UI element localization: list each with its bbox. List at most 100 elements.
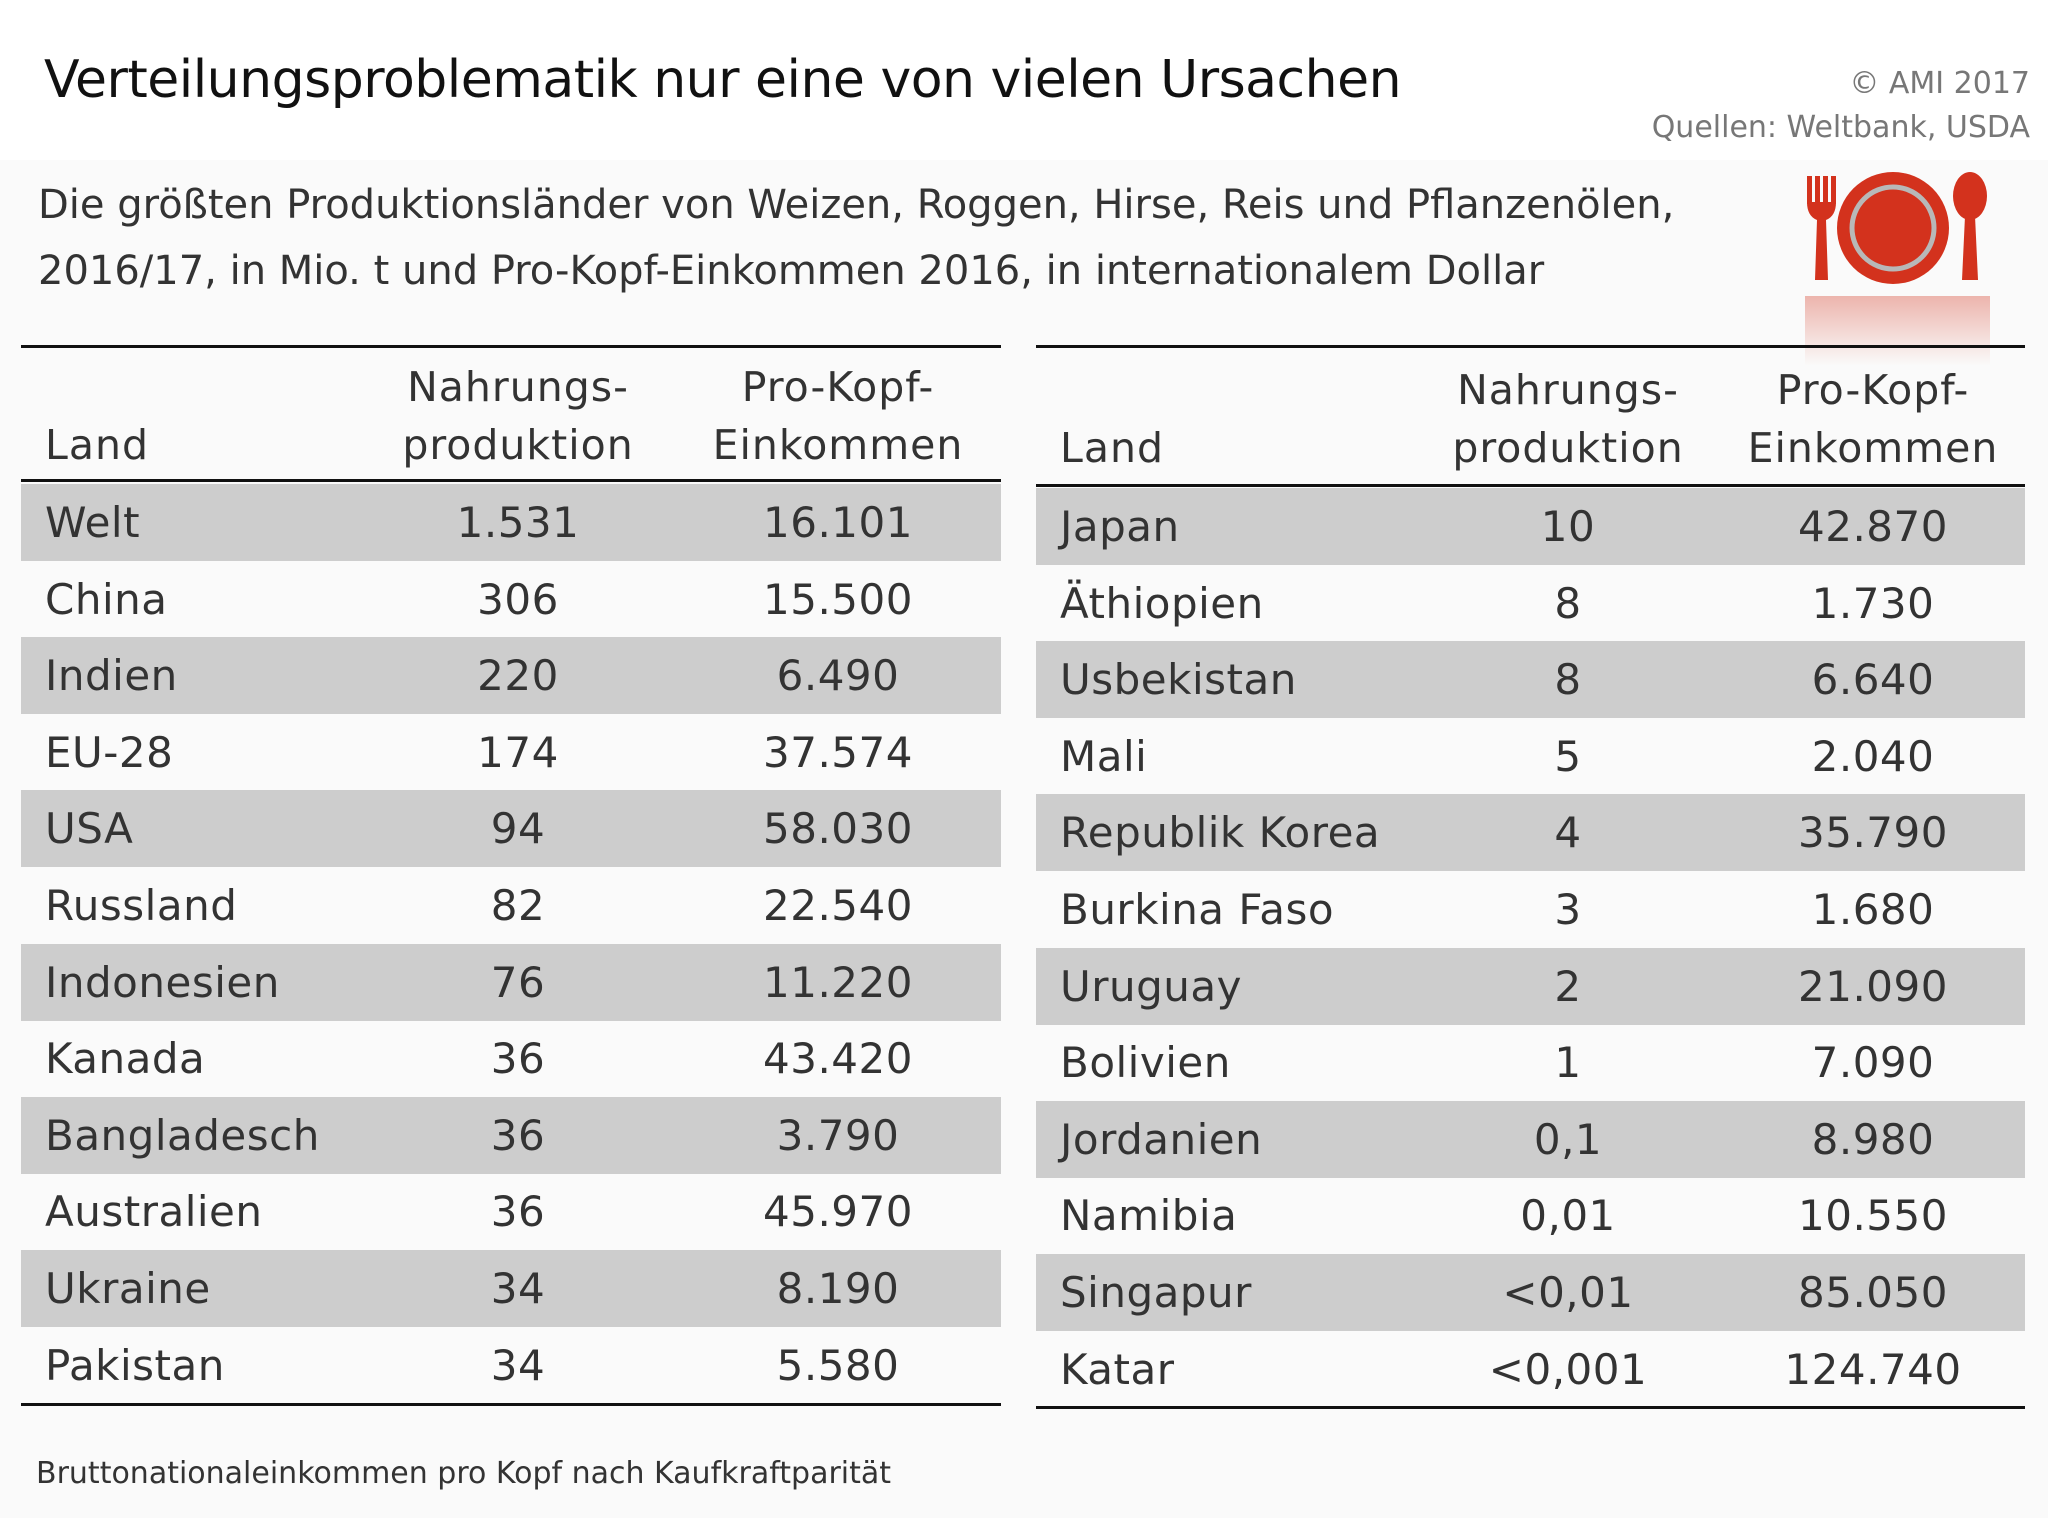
header-rule <box>1036 484 2025 487</box>
table-row: Bolivien 1 7.090 <box>1036 1024 2025 1101</box>
country-cell: Mali <box>1060 731 1148 781</box>
table-row: USA 94 58.030 <box>21 790 1001 868</box>
header-production-line-1: Nahrungs- <box>407 363 629 411</box>
country-cell: Bangladesch <box>45 1110 320 1160</box>
production-cell: 1.531 <box>456 498 580 547</box>
income-cell: 45.970 <box>763 1187 913 1237</box>
production-cell: 36 <box>490 1187 546 1237</box>
header-land: Land <box>45 421 149 469</box>
income-cell: 22.540 <box>763 881 913 930</box>
sources: Quellen: Weltbank, USDA <box>1651 110 2030 145</box>
country-cell: Indien <box>45 651 178 701</box>
table-row: Kanada 36 43.420 <box>21 1020 1001 1097</box>
production-cell: 174 <box>477 727 559 777</box>
production-cell: 34 <box>490 1340 546 1390</box>
production-cell: 0,01 <box>1520 1191 1616 1241</box>
income-cell: 8.980 <box>1811 1114 1935 1164</box>
income-cell: 3.790 <box>776 1110 900 1160</box>
income-cell: 15.500 <box>763 574 913 624</box>
production-cell: 4 <box>1554 808 1582 858</box>
table-row: Australien 36 45.970 <box>21 1173 1001 1250</box>
page-title: Verteilungsproblematik nur eine von viel… <box>44 50 1402 110</box>
header-production-line-2: produktion <box>402 421 634 469</box>
country-cell: Republik Korea <box>1060 808 1381 858</box>
country-cell: Usbekistan <box>1060 655 1297 705</box>
table-row: Mali 5 2.040 <box>1036 718 2025 795</box>
table-row: Singapur <0,01 85.050 <box>1036 1254 2025 1331</box>
table-row: Burkina Faso 3 1.680 <box>1036 871 2025 948</box>
income-cell: 11.220 <box>763 957 913 1007</box>
production-cell: 3 <box>1554 885 1582 934</box>
table-top-rule <box>21 345 1001 348</box>
production-cell: 1 <box>1554 1038 1582 1088</box>
header-income-line-1: Pro-Kopf- <box>1776 366 1970 414</box>
table-row: Katar <0,001 124.740 <box>1036 1331 2025 1408</box>
income-cell: 124.740 <box>1784 1344 1962 1394</box>
production-cell: 306 <box>477 574 559 624</box>
country-cell: Uruguay <box>1060 961 1242 1011</box>
subtitle: Die größten Produktionsländer von Weizen… <box>38 172 1674 304</box>
subtitle-line-1: Die größten Produktionsländer von Weizen… <box>38 182 1675 228</box>
production-cell: <0,01 <box>1502 1268 1634 1317</box>
country-cell: Ukraine <box>45 1264 211 1313</box>
country-cell: USA <box>45 804 134 854</box>
income-cell: 2.040 <box>1811 731 1935 781</box>
country-cell: China <box>45 574 168 624</box>
table-row: Ukraine 34 8.190 <box>21 1250 1001 1327</box>
table-row: Indonesien 76 11.220 <box>21 943 1001 1021</box>
country-cell: Welt <box>45 498 141 547</box>
income-cell: 1.680 <box>1811 885 1935 934</box>
country-cell: Äthiopien <box>1060 578 1264 628</box>
header-production-line-1: Nahrungs- <box>1457 366 1679 414</box>
production-cell: 2 <box>1554 961 1582 1011</box>
table-row: Japan 10 42.870 <box>1036 488 2025 565</box>
table-row: Namibia 0,01 10.550 <box>1036 1177 2025 1254</box>
income-cell: 8.190 <box>776 1264 900 1313</box>
header-production: Nahrungs- produktion <box>402 358 633 474</box>
table-row: Usbekistan 8 6.640 <box>1036 641 2025 719</box>
country-cell: Pakistan <box>45 1340 225 1390</box>
income-cell: 37.574 <box>763 727 913 777</box>
country-cell: Burkina Faso <box>1060 885 1335 934</box>
production-cell: 34 <box>490 1264 546 1313</box>
production-cell: 36 <box>490 1034 546 1084</box>
header-land: Land <box>1060 424 1164 472</box>
subtitle-line-2: 2016/17, in Mio. t und Pro-Kopf-Einkomme… <box>38 248 1545 294</box>
production-cell: 76 <box>490 957 546 1007</box>
header-production: Nahrungs- produktion <box>1452 361 1683 477</box>
production-cell: 94 <box>490 804 546 854</box>
country-cell: Bolivien <box>1060 1038 1231 1088</box>
table-bottom-rule <box>21 1403 1001 1406</box>
production-cell: 220 <box>477 651 559 701</box>
income-cell: 21.090 <box>1798 961 1948 1011</box>
income-cell: 43.420 <box>763 1034 913 1084</box>
table-row: Russland 82 22.540 <box>21 867 1001 944</box>
production-cell: 82 <box>490 881 546 930</box>
income-cell: 1.730 <box>1811 578 1935 628</box>
income-cell: 16.101 <box>763 498 913 547</box>
production-cell: 8 <box>1554 578 1582 628</box>
table-row: China 306 15.500 <box>21 561 1001 638</box>
production-cell: <0,001 <box>1488 1344 1648 1394</box>
table-row: Äthiopien 8 1.730 <box>1036 565 2025 642</box>
country-cell: Singapur <box>1060 1268 1252 1317</box>
income-cell: 10.550 <box>1798 1191 1948 1241</box>
table-row: Jordanien 0,1 8.980 <box>1036 1100 2025 1178</box>
header-rule <box>21 479 1001 482</box>
table-row: EU-28 174 37.574 <box>21 714 1001 791</box>
country-cell: Indonesien <box>45 957 280 1007</box>
header-income: Pro-Kopf- Einkommen <box>713 358 964 474</box>
table-row: Republik Korea 4 35.790 <box>1036 794 2025 872</box>
production-cell: 8 <box>1554 655 1582 705</box>
table-row: Pakistan 34 5.580 <box>21 1327 1001 1404</box>
footnote: Bruttonationaleinkommen pro Kopf nach Ka… <box>36 1456 892 1491</box>
country-cell: Katar <box>1060 1344 1175 1394</box>
table-bottom-rule <box>1036 1406 2025 1409</box>
table-row: Bangladesch 36 3.790 <box>21 1096 1001 1174</box>
table-row: Welt 1.531 16.101 <box>21 484 1001 561</box>
table-top-rule <box>1036 345 2025 348</box>
country-cell: EU-28 <box>45 727 174 777</box>
income-cell: 35.790 <box>1798 808 1948 858</box>
production-cell: 10 <box>1540 502 1596 551</box>
table-row: Indien 220 6.490 <box>21 637 1001 715</box>
